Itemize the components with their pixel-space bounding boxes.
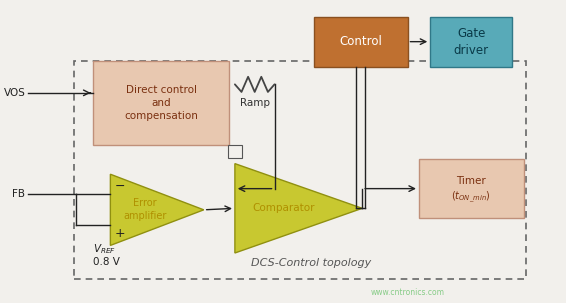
Polygon shape [235,164,362,253]
Polygon shape [110,174,204,245]
Text: Ramp: Ramp [239,98,270,108]
Text: Control: Control [340,35,382,48]
Text: +: + [115,227,126,240]
Bar [93,61,229,145]
Bar [430,17,512,67]
Text: $(t_{ON\_min})$: $(t_{ON\_min})$ [452,190,491,205]
Bar [419,159,524,218]
Text: Direct control
and
compensation: Direct control and compensation [125,85,198,121]
Text: www.cntronics.com: www.cntronics.com [371,288,444,297]
Text: DCS-Control topology: DCS-Control topology [251,258,371,268]
Text: FB: FB [12,189,25,199]
Text: Error
amplifier: Error amplifier [123,198,166,221]
Text: 0.8 V: 0.8 V [93,257,120,267]
Text: Gate
driver: Gate driver [453,27,489,57]
Bar [228,145,242,158]
Text: $V_{REF}$: $V_{REF}$ [93,242,117,256]
Bar [314,17,408,67]
Text: Comparator: Comparator [252,203,315,213]
Bar [74,61,526,279]
Text: −: − [115,180,126,193]
Text: Timer: Timer [456,176,486,186]
Text: VOS: VOS [3,88,25,98]
